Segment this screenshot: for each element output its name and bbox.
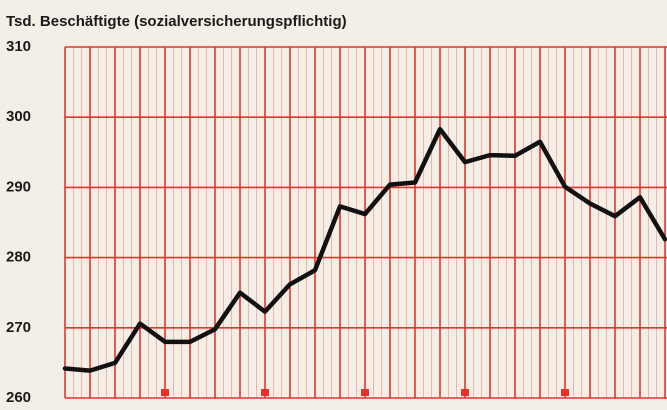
y-tick-label: 260 (6, 389, 31, 406)
y-tick-label: 280 (6, 249, 31, 266)
y-tick-label: 310 (6, 38, 31, 55)
year-marker (561, 389, 569, 396)
year-marker (161, 389, 169, 396)
year-marker (361, 389, 369, 396)
year-marker (261, 389, 269, 396)
line (62, 126, 667, 373)
chart-title: Tsd. Beschäftigte (sozialversicherungspf… (6, 13, 347, 30)
year-marker (461, 389, 469, 396)
y-tick-label: 270 (6, 319, 31, 336)
y-tick-label: 300 (6, 108, 31, 125)
y-tick-label: 290 (6, 178, 31, 195)
